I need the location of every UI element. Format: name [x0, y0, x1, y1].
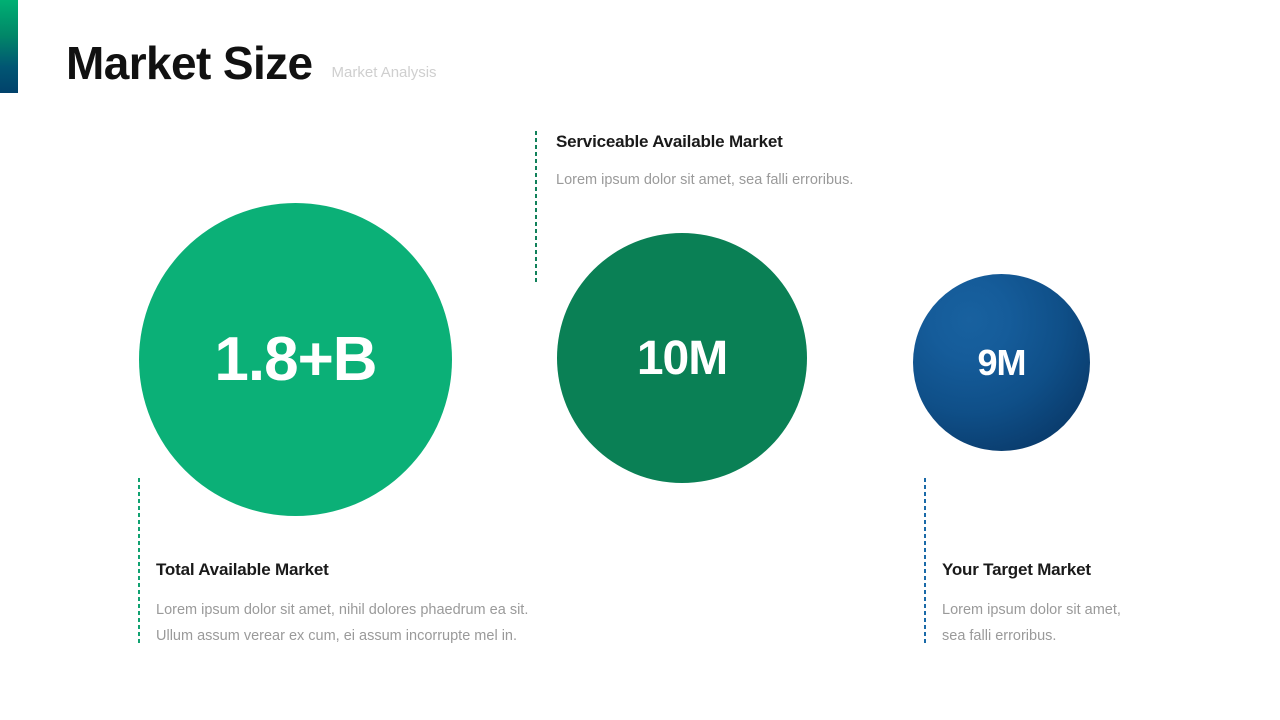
text-block-tam: Total Available Market Lorem ipsum dolor… [156, 560, 528, 650]
body-target-line-2: sea falli erroribus. [942, 627, 1057, 644]
body-tam: Lorem ipsum dolor sit amet, nihil dolore… [156, 598, 528, 650]
bubble-value-target: 9M [977, 341, 1026, 383]
body-sam-line-1: Lorem ipsum dolor sit amet, sea falli er… [556, 172, 854, 188]
body-target-line-1: Lorem ipsum dolor sit amet, [942, 602, 1121, 618]
bubble-total-available-market[interactable]: 1.8+B [139, 203, 452, 516]
text-block-sam: Serviceable Available Market Lorem ipsum… [556, 132, 853, 194]
header-accent-bar [0, 0, 18, 93]
bubble-your-target-market[interactable]: 9M [913, 274, 1090, 451]
connector-line-tam [138, 478, 140, 646]
bubble-serviceable-available-market[interactable]: 10M [557, 233, 807, 483]
slide-header: Market Size Market Analysis [66, 40, 437, 86]
body-sam: Lorem ipsum dolor sit amet, sea falli er… [556, 168, 853, 194]
text-block-target: Your Target Market Lorem ipsum dolor sit… [942, 560, 1121, 650]
page-subtitle: Market Analysis [331, 64, 437, 81]
body-tam-line-2: Ullum assum verear ex cum, ei assum inco… [156, 627, 518, 644]
connector-line-target [924, 478, 926, 646]
page-title: Market Size [66, 37, 313, 89]
bubble-value-sam: 10M [636, 331, 728, 385]
connector-line-sam [535, 131, 537, 285]
heading-tam: Total Available Market [156, 560, 329, 579]
body-target: Lorem ipsum dolor sit amet, sea falli er… [942, 598, 1121, 650]
body-tam-line-1: Lorem ipsum dolor sit amet, nihil dolore… [156, 602, 529, 618]
heading-target: Your Target Market [942, 560, 1091, 579]
bubble-value-tam: 1.8+B [214, 325, 377, 394]
heading-sam: Serviceable Available Market [556, 132, 783, 151]
